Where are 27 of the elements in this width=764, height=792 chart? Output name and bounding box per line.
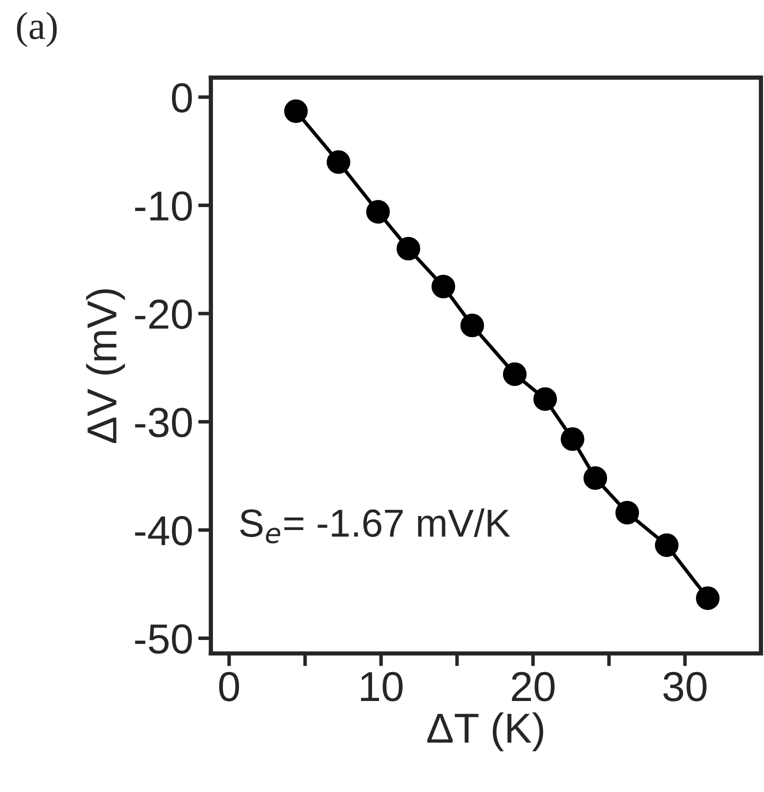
point <box>696 586 720 610</box>
point <box>560 427 584 451</box>
y-tick-label: -30 <box>135 408 192 438</box>
y-tick-label: -50 <box>135 624 192 654</box>
y-axis-title: ΔV (mV) <box>86 289 125 443</box>
point <box>615 500 640 525</box>
point <box>326 150 350 174</box>
chart-title: (a) <box>16 12 57 48</box>
x-tick-label: 30 <box>663 672 707 702</box>
point <box>584 466 608 490</box>
x-axis-title: ΔT (K) <box>427 712 544 752</box>
point <box>284 99 308 123</box>
point <box>533 387 557 411</box>
point <box>654 533 679 557</box>
y-tick-label: 0 <box>172 83 192 113</box>
annotation: S$_{e}$= -1.67 mV/K <box>240 508 510 544</box>
x-tick-label: 10 <box>361 672 403 702</box>
point <box>502 362 527 386</box>
point <box>460 314 484 338</box>
x-tick-label: 0 <box>219 672 240 702</box>
y-tick-label: -20 <box>135 300 192 330</box>
point <box>366 200 390 224</box>
point <box>432 274 456 298</box>
y-tick-label: -10 <box>135 191 192 221</box>
x-tick-label: 20 <box>512 672 555 702</box>
y-tick-label: -40 <box>135 516 192 546</box>
point <box>396 236 420 260</box>
